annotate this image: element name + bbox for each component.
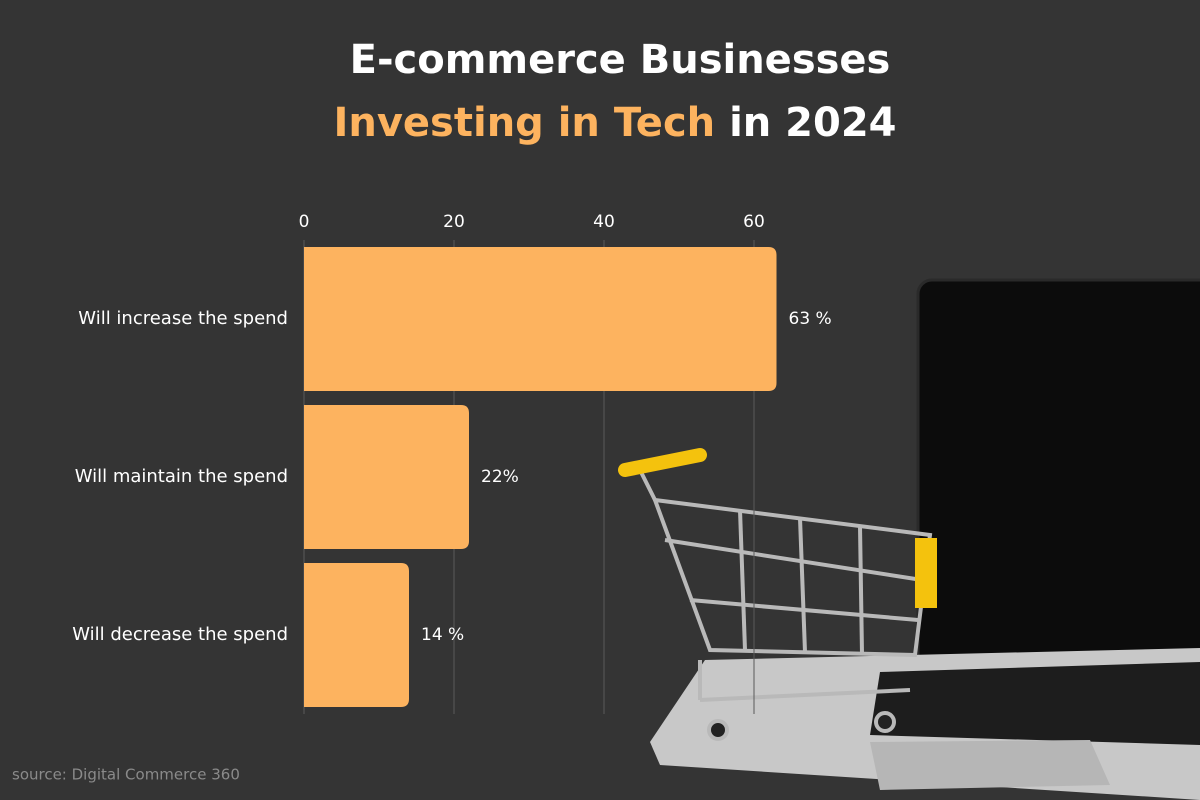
laptop-touchpad — [870, 740, 1110, 790]
cart-wheel — [874, 711, 896, 733]
x-tick-label: 60 — [743, 212, 765, 232]
bar — [304, 563, 409, 707]
x-tick-label: 40 — [593, 212, 615, 232]
value-label: 22% — [481, 467, 519, 487]
x-tick-label: 20 — [443, 212, 465, 232]
source-note: source: Digital Commerce 360 — [12, 766, 240, 784]
cart-wire — [858, 525, 864, 655]
cart-wire — [738, 509, 747, 651]
value-label: 63 % — [789, 309, 832, 329]
value-label: 14 % — [421, 625, 464, 645]
title-highlight: Investing in Tech — [333, 100, 715, 146]
laptop-keyboard — [870, 662, 1200, 745]
cart-wire — [664, 538, 923, 582]
cart-tag — [915, 538, 937, 608]
y-tick-label: Will increase the spend — [78, 308, 288, 329]
laptop-screen — [916, 278, 1200, 672]
bar — [304, 405, 469, 549]
y-tick-label: Will decrease the spend — [72, 624, 288, 645]
cart-wire — [798, 517, 807, 653]
chart-title: E-commerce Businesses — [350, 37, 891, 83]
y-tick-label: Will maintain the spend — [75, 466, 288, 487]
x-tick-label: 0 — [299, 212, 310, 232]
cart-handle — [618, 448, 707, 477]
plot: 0 20 40 60 Will increase the spend 63 % Will m… — [72, 212, 832, 714]
laptop-illustration — [650, 278, 1200, 800]
bar — [304, 247, 777, 391]
chart-title: Investing in Tech in 2024 — [333, 100, 896, 146]
cart-frame — [699, 688, 911, 702]
cart-illustration — [618, 448, 937, 741]
cart-wheel — [707, 719, 729, 741]
title-rest: in 2024 — [729, 100, 896, 146]
cart-handle-bar — [638, 469, 657, 501]
